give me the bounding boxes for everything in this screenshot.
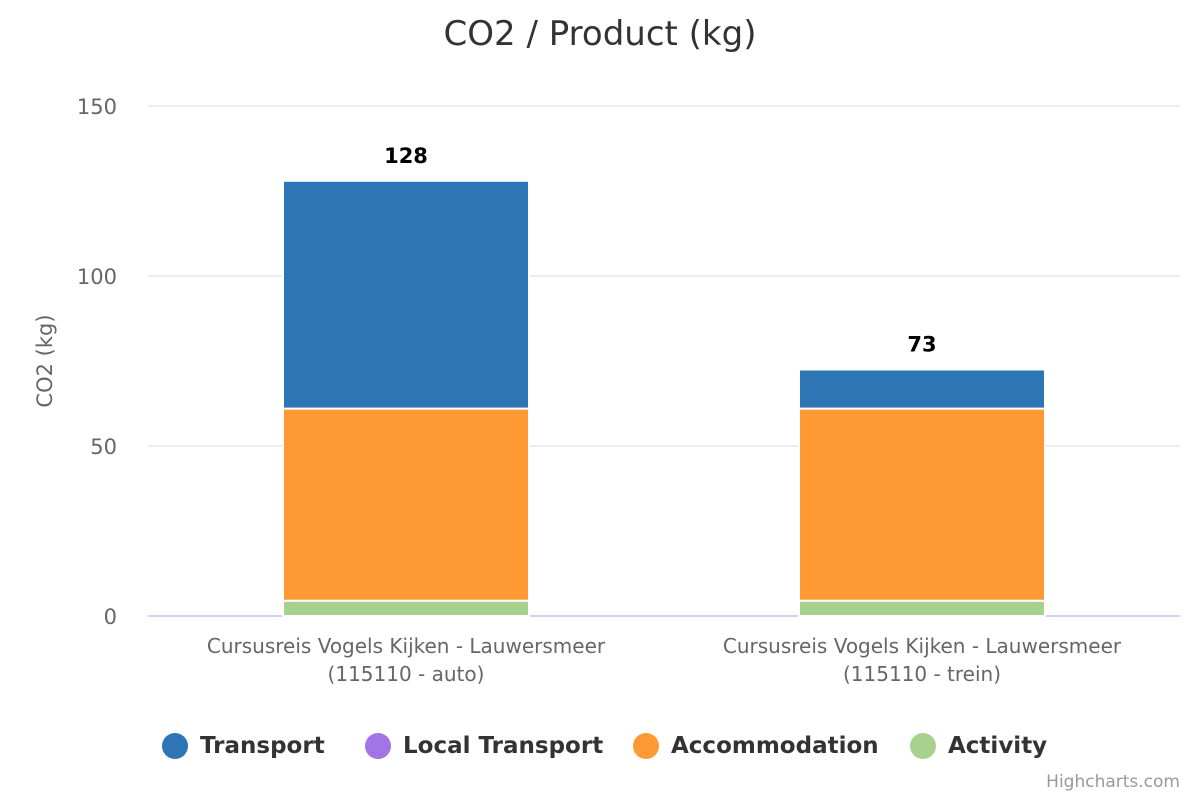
legend-item-local-transport[interactable]: Local Transport: [365, 728, 603, 764]
bar-transport[interactable]: [798, 368, 1046, 410]
legend-marker-local-transport: [365, 733, 391, 759]
chart-legend: Transport Local Transport Accommodation …: [0, 728, 1200, 764]
x-tick-label: Cursusreis Vogels Kijken - Lauwersmeer: [207, 634, 606, 658]
bar-accommodation[interactable]: [282, 407, 530, 602]
chart-title: CO2 / Product (kg): [443, 14, 757, 54]
legend-marker-activity: [910, 733, 936, 759]
legend-label-local-transport: Local Transport: [403, 733, 604, 759]
y-tick-label: 50: [90, 435, 117, 459]
bar-transport[interactable]: [282, 179, 530, 410]
bar-activity[interactable]: [282, 599, 530, 618]
legend-item-accommodation[interactable]: Accommodation: [633, 728, 879, 764]
y-axis-title: CO2 (kg): [33, 314, 57, 407]
y-tick-label: 100: [77, 265, 117, 289]
legend-label-transport: Transport: [200, 733, 325, 759]
y-tick-label: 150: [77, 95, 117, 119]
legend-label-activity: Activity: [948, 733, 1048, 759]
x-tick-label: Cursusreis Vogels Kijken - Lauwersmeer: [723, 634, 1122, 658]
legend-item-transport[interactable]: Transport: [162, 728, 325, 764]
legend-marker-transport: [162, 733, 188, 759]
y-tick-label: 0: [104, 605, 117, 629]
x-tick-label: (115110 - trein): [843, 662, 1001, 686]
bar-accommodation[interactable]: [798, 407, 1046, 602]
x-tick-label: (115110 - auto): [328, 662, 485, 686]
legend-label-accommodation: Accommodation: [671, 733, 879, 759]
bar-total-label: 128: [384, 144, 428, 168]
credits-link[interactable]: Highcharts.com: [1046, 772, 1180, 792]
bar-total-label: 73: [907, 333, 936, 357]
legend-item-activity[interactable]: Activity: [910, 728, 1047, 764]
legend-marker-accommodation: [633, 733, 659, 759]
bar-activity[interactable]: [798, 599, 1046, 618]
